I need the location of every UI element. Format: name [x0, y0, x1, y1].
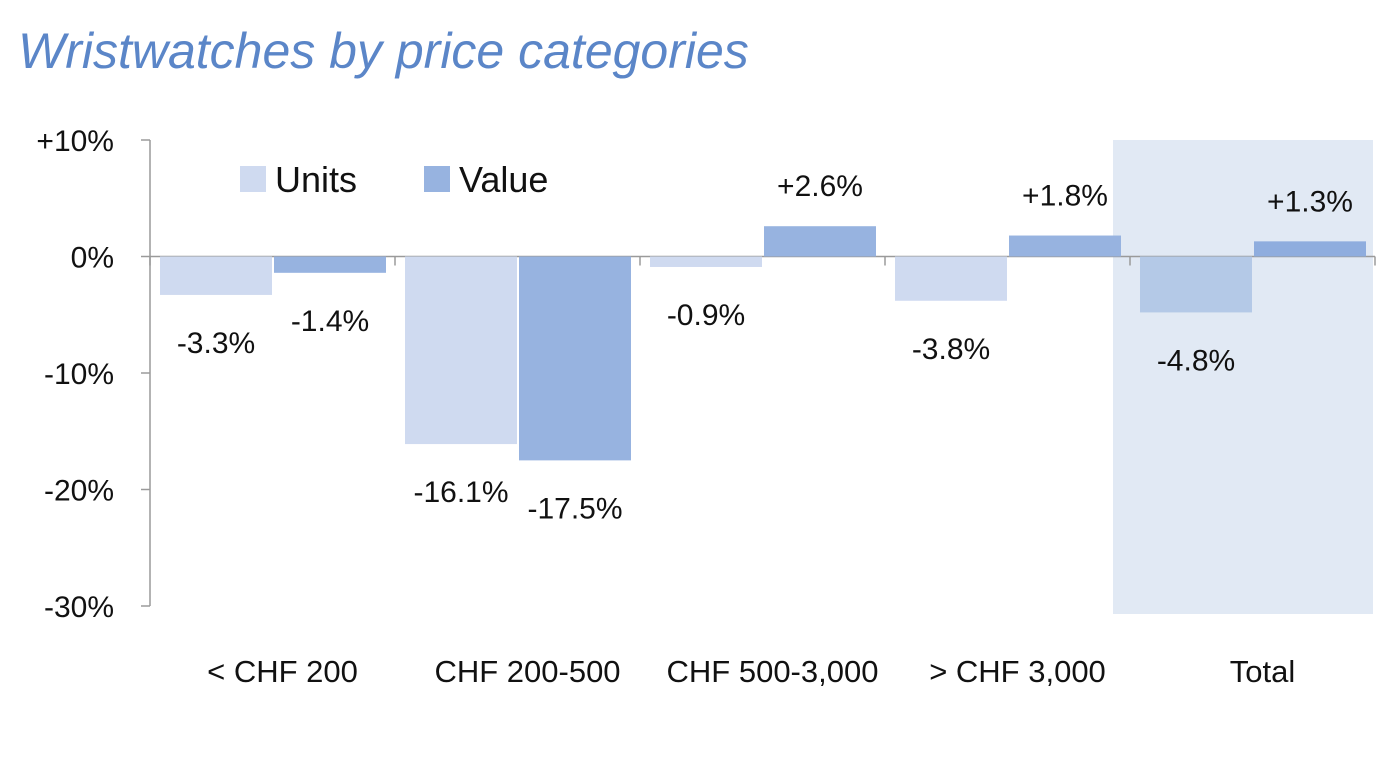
legend-swatch — [424, 166, 450, 192]
legend-swatch — [240, 166, 266, 192]
x-tick-label: Total — [1230, 654, 1295, 689]
units-bar — [1140, 256, 1252, 313]
x-tick-label: > CHF 3,000 — [929, 654, 1106, 689]
legend-label: Units — [275, 159, 357, 200]
data-label: -0.9% — [667, 299, 745, 332]
units-bar — [405, 256, 517, 445]
value-bar — [1009, 235, 1121, 257]
y-tick-label: -20% — [44, 475, 114, 508]
highlight-background-layer — [1113, 140, 1373, 614]
value-bar — [764, 226, 876, 257]
highlight-background — [1113, 140, 1373, 614]
chart-title: Wristwatches by price categories — [18, 23, 749, 79]
value-bar — [1254, 241, 1366, 257]
data-labels: -3.3% -16.1% -0.9% -3.8% -4.8% -1.4% -17.5% +2.… — [177, 170, 1353, 525]
units-bar — [160, 256, 272, 295]
data-label: -3.8% — [912, 333, 990, 366]
data-label: +2.6% — [777, 170, 863, 203]
units-bar — [650, 256, 762, 267]
data-label: +1.3% — [1267, 185, 1353, 218]
data-label: -1.4% — [291, 305, 369, 338]
legend: Units Value — [240, 159, 548, 200]
value-bar — [519, 256, 631, 461]
y-tick-label: -10% — [44, 358, 114, 391]
data-label: -3.3% — [177, 327, 255, 360]
legend-label: Value — [459, 159, 548, 200]
y-tick-label: +10% — [36, 125, 114, 158]
value-bar — [274, 256, 386, 273]
x-tick-label: CHF 200-500 — [434, 654, 620, 689]
x-tick-label: < CHF 200 — [207, 654, 358, 689]
data-label: +1.8% — [1022, 180, 1108, 213]
x-tick-label: CHF 500-3,000 — [667, 654, 879, 689]
bars — [160, 226, 1366, 461]
y-tick-label: -30% — [44, 591, 114, 624]
axes: +10% 0% -10% -20% -30% < CHF 200 CHF 200-500 CH… — [36, 125, 1376, 689]
data-label: -16.1% — [413, 476, 508, 509]
y-tick-label: 0% — [71, 242, 114, 275]
data-label: -17.5% — [527, 492, 622, 525]
units-bar — [895, 256, 1007, 301]
data-label: -4.8% — [1157, 344, 1235, 377]
